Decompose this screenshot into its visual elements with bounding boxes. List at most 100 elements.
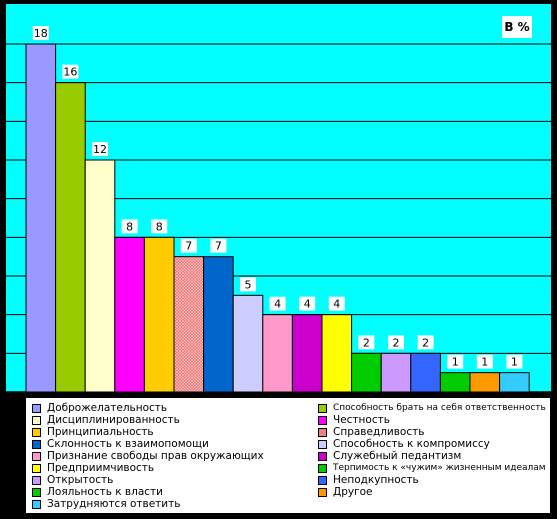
bar <box>262 314 293 393</box>
legend-item: Дисциплинированность <box>32 414 180 426</box>
legend-item: Служебный педантизм <box>318 450 461 462</box>
data-label-box <box>447 354 464 369</box>
data-label-box <box>358 335 375 350</box>
data-label: 2 <box>363 336 370 349</box>
legend-swatch <box>318 439 327 449</box>
legend-label: Открытость <box>47 474 114 486</box>
bar <box>173 256 205 393</box>
data-label: 2 <box>393 336 400 349</box>
data-label-box <box>92 142 108 156</box>
data-label: 7 <box>185 240 192 253</box>
data-label-box <box>240 277 256 292</box>
legend: Доброжелательность Дисциплинированность Пр… <box>26 398 550 513</box>
data-label-box <box>476 354 493 369</box>
data-label: 8 <box>156 220 163 233</box>
legend-item: Справедливость <box>318 426 424 438</box>
bar <box>55 82 86 393</box>
bar <box>232 294 264 393</box>
legend-item: Терпимость к «чужим» жизненным идеалам <box>318 462 546 474</box>
bar <box>499 372 530 393</box>
legend-item: Признание свободы прав окружающих <box>32 450 264 462</box>
legend-swatch <box>32 439 41 449</box>
legend-item: Принципиальность <box>32 426 154 438</box>
data-labels-group: 18 16 12 8 8 7 7 5 4 4 4 2 2 2 1 1 1 <box>32 26 523 369</box>
bars-group <box>25 43 530 393</box>
bar <box>439 372 471 393</box>
legend-swatch <box>32 499 41 509</box>
legend-swatch <box>32 463 41 473</box>
legend-item: Склонность к взаимопомощи <box>32 438 209 450</box>
bar <box>143 236 175 393</box>
bar <box>380 352 412 393</box>
legend-item: Другое <box>318 486 372 498</box>
legend-item: Предприимчивость <box>32 462 154 474</box>
legend-swatch <box>318 451 327 461</box>
data-label-box <box>62 64 79 79</box>
legend-swatch <box>32 415 41 425</box>
legend-swatch <box>318 403 327 413</box>
legend-item: Честность <box>318 414 390 426</box>
legend-label: Неподкупность <box>333 474 419 486</box>
data-label: 4 <box>333 298 340 311</box>
data-label: 4 <box>274 298 281 311</box>
legend-item: Лояльность к власти <box>32 486 163 498</box>
legend-label: Дисциплинированность <box>47 414 180 426</box>
data-label-box <box>417 335 434 350</box>
data-label: 1 <box>481 356 488 369</box>
legend-item: Способность брать на себя ответственност… <box>318 402 546 414</box>
data-label: 4 <box>304 298 311 311</box>
unit-label: В % <box>502 16 532 38</box>
legend-swatch <box>32 403 41 413</box>
legend-swatch <box>318 427 327 437</box>
data-label-box <box>506 354 523 369</box>
data-label-box <box>328 296 345 311</box>
legend-label: Лояльность к власти <box>47 486 163 498</box>
legend-item: Открытость <box>32 474 113 486</box>
data-label-box <box>32 26 49 40</box>
bar <box>203 256 234 393</box>
legend-swatch <box>32 487 41 497</box>
legend-swatch <box>32 475 41 485</box>
legend-item: Доброжелательность <box>32 402 167 414</box>
legend-label: Доброжелательность <box>47 402 168 414</box>
legend-label: Принципиальность <box>47 426 154 438</box>
data-label: 12 <box>93 143 107 156</box>
data-label-box <box>180 238 197 253</box>
legend-label: Способность брать на себя ответственност… <box>333 403 546 413</box>
bar <box>410 352 441 393</box>
bar <box>351 352 382 393</box>
legend-label: Склонность к взаимопомощи <box>47 438 209 450</box>
bar <box>25 43 57 393</box>
data-label: 7 <box>215 240 222 253</box>
legend-item: Затрудняются ответить <box>32 498 180 510</box>
bar <box>291 314 323 393</box>
legend-item: Неподкупность <box>318 474 419 486</box>
data-label: 16 <box>63 66 77 79</box>
data-label: 18 <box>34 27 48 40</box>
data-label-box <box>121 219 138 234</box>
legend-label: Честность <box>333 414 390 426</box>
data-label-box <box>269 296 286 311</box>
bar <box>84 159 116 393</box>
legend-label: Служебный педантизм <box>333 450 462 462</box>
bar <box>321 314 353 393</box>
bar <box>114 236 145 393</box>
legend-swatch <box>32 427 41 437</box>
legend-swatch <box>318 487 327 497</box>
legend-swatch <box>32 451 41 461</box>
data-label: 1 <box>452 356 459 369</box>
legend-item: Способность к компромиссу <box>318 438 490 450</box>
data-label-box <box>210 238 227 253</box>
data-label-box <box>151 219 168 234</box>
data-label: 5 <box>245 278 252 291</box>
data-label: 1 <box>511 356 518 369</box>
legend-label: Справедливость <box>333 426 425 438</box>
legend-label: Другое <box>333 486 373 498</box>
data-label: 8 <box>126 220 133 233</box>
legend-label: Предприимчивость <box>47 462 155 474</box>
legend-label: Признание свободы прав окружающих <box>47 450 264 462</box>
legend-swatch <box>318 475 327 485</box>
legend-swatch <box>318 463 327 473</box>
legend-label: Терпимость к «чужим» жизненным идеалам <box>333 463 546 473</box>
